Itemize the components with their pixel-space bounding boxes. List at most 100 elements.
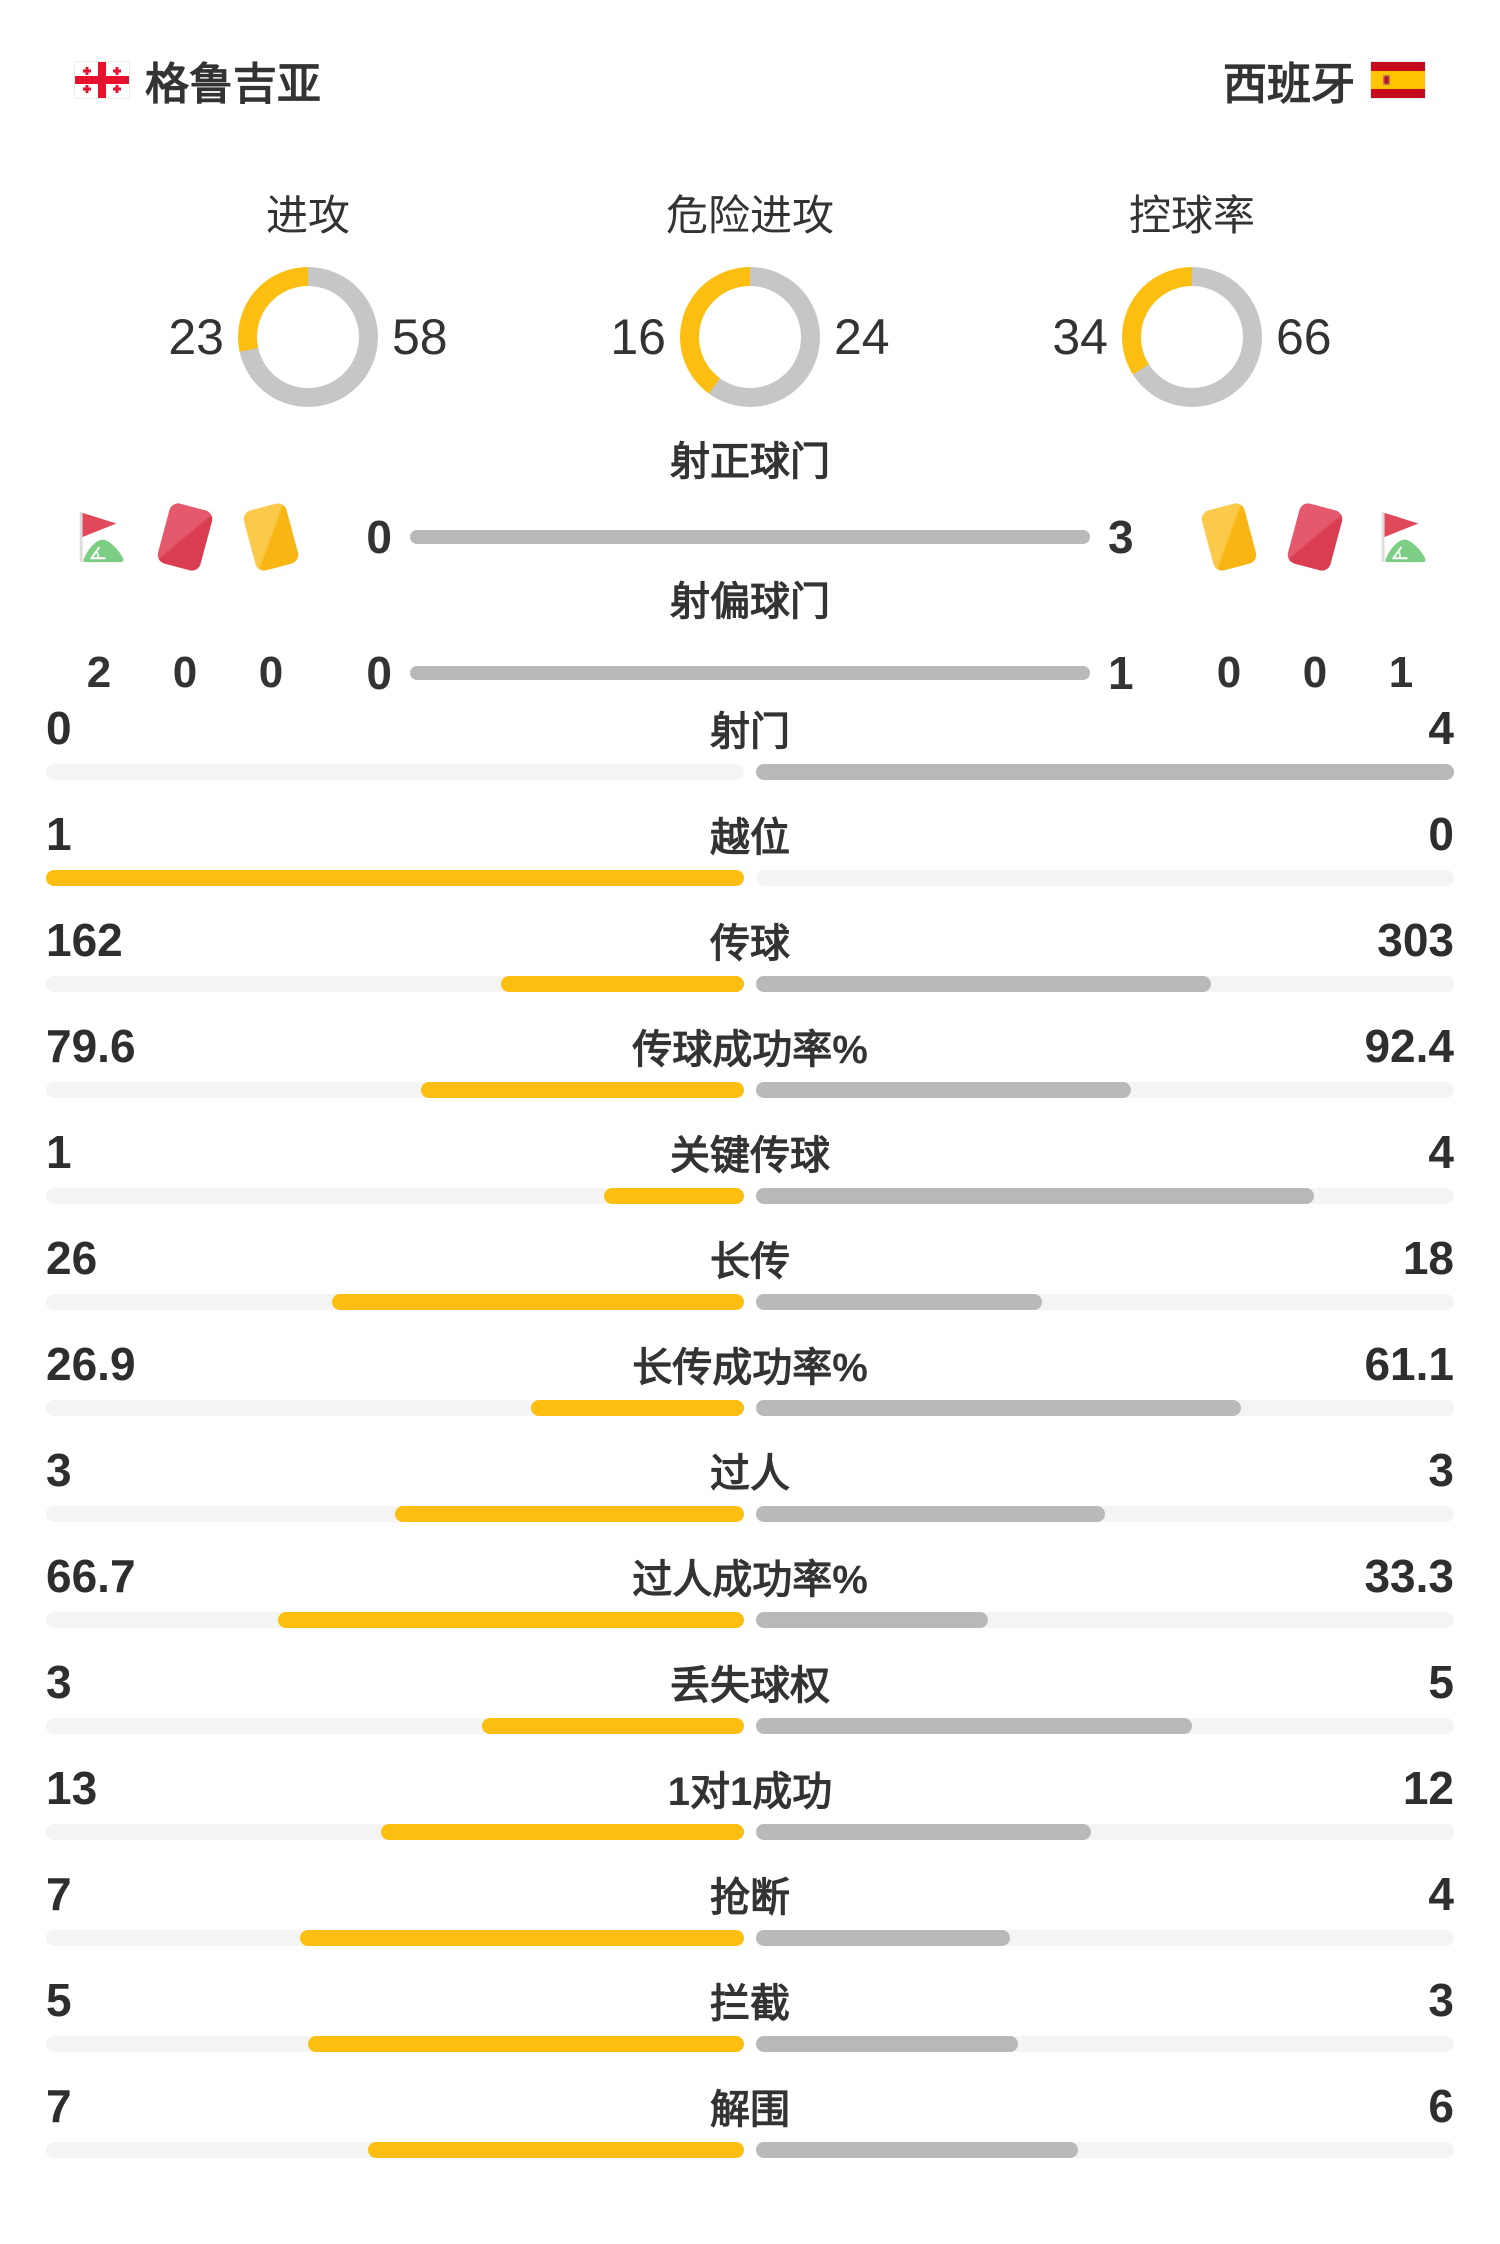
donut-home-value: 16: [610, 309, 666, 365]
stat-bar-home-track: [46, 1930, 744, 1946]
stat-home-value: 26: [46, 1232, 98, 1284]
stat-label: 射门: [710, 710, 790, 754]
stat-away-value: 12: [1402, 1762, 1454, 1814]
donut-ring-chart: [238, 267, 378, 407]
stat-bar-away-track: [756, 1188, 1454, 1204]
donut-away-value: 66: [1276, 309, 1332, 365]
stat-bar-home-track: [46, 2142, 744, 2158]
stat-bar-away-track: [756, 870, 1454, 886]
stat-bar-home-fill: [395, 1506, 744, 1522]
stat-bar-home-track: [46, 1612, 744, 1628]
stat-away-value: 3: [1428, 1444, 1454, 1496]
red-card-icon: [1285, 501, 1345, 573]
stat-bar-home-track: [46, 764, 744, 780]
stat-row: 7 抢断 4: [46, 1868, 1454, 1946]
stat-bar-away-track: [756, 1400, 1454, 1416]
donut-away-value: 24: [834, 309, 890, 365]
stat-row: 26 长传 18: [46, 1232, 1454, 1310]
stat-home-value: 13: [46, 1762, 98, 1814]
donut-ring-chart: [1122, 267, 1262, 407]
stat-bar-away-track: [756, 1612, 1454, 1628]
home-team: 格鲁吉亚: [75, 48, 321, 112]
stat-home-value: 0: [46, 702, 72, 754]
stat-bar-home-fill: [46, 870, 744, 886]
donut-away-value: 58: [392, 309, 448, 365]
stat-home-value: 66.7: [46, 1550, 136, 1602]
red-card-icon: [155, 501, 215, 573]
stat-away-value: 4: [1428, 702, 1454, 754]
stat-home-value: 1: [46, 1126, 72, 1178]
stat-away-value: 4: [1428, 1868, 1454, 1920]
stat-home-value: 5: [46, 1974, 72, 2026]
donut-title: 危险进攻: [665, 192, 834, 239]
stat-bar-away-track: [756, 1930, 1454, 1946]
stat-label: 传球: [710, 922, 790, 966]
stat-bar-away-track: [756, 1082, 1454, 1098]
stat-away-value: 303: [1377, 914, 1454, 966]
stat-home-value: 79.6: [46, 1020, 136, 1072]
yellow-card-icon: [241, 501, 301, 573]
stat-away-value: 61.1: [1364, 1338, 1454, 1390]
stat-bar-home-track: [46, 1400, 744, 1416]
stat-home-value: 162: [46, 914, 123, 966]
stat-bar-home-fill: [604, 1188, 744, 1204]
stat-bar-home-fill: [278, 1612, 744, 1628]
red-cards-home-count: 0: [172, 648, 198, 697]
stat-row: 0 射门 4: [46, 702, 1454, 780]
stat-bar-away-fill: [756, 1294, 1042, 1310]
stat-away-value: 6: [1428, 2080, 1454, 2132]
home-team-name: 格鲁吉亚: [145, 60, 321, 109]
shots-on-target-bar: [410, 530, 1090, 544]
stat-home-value: 3: [46, 1656, 72, 1708]
stat-row: 3 丢失球权 5: [46, 1656, 1454, 1734]
stat-bar-home-fill: [299, 1930, 744, 1946]
stat-away-value: 92.4: [1364, 1020, 1454, 1072]
georgia-flag-icon: [75, 62, 129, 98]
stat-bar-home-track: [46, 2036, 744, 2052]
stat-bar-home-track: [46, 1294, 744, 1310]
stat-bar-home-track: [46, 1188, 744, 1204]
stat-label: 过人成功率%: [632, 1558, 868, 1602]
discipline-counts-row: 2 0 0 0 1 0 0 1: [0, 644, 1500, 702]
stat-bar-away-track: [756, 2142, 1454, 2158]
shots-off-target-away-value: 1: [1108, 647, 1134, 699]
stat-bar-away-track: [756, 764, 1454, 780]
stat-bar-away-fill: [756, 2142, 1079, 2158]
stat-row: 79.6 传球成功率% 92.4: [46, 1020, 1454, 1098]
donut-home-value: 23: [168, 309, 224, 365]
stat-home-value: 1: [46, 808, 72, 860]
donut-ring-chart: [680, 267, 820, 407]
corner-flag-icon: [1381, 511, 1426, 563]
yellow-card-icon: [1199, 501, 1259, 573]
corner-flag-icon: [79, 511, 124, 563]
stat-away-value: 18: [1402, 1232, 1454, 1284]
stat-bar-away-track: [756, 1718, 1454, 1734]
stat-bar-away-fill: [756, 1718, 1193, 1734]
stat-label: 越位: [710, 816, 790, 860]
stat-row: 3 过人 3: [46, 1444, 1454, 1522]
stat-label: 拦截: [710, 1982, 790, 2026]
stat-label: 过人: [710, 1452, 790, 1496]
away-team-name: 西班牙: [1223, 60, 1355, 109]
stat-bar-away-track: [756, 976, 1454, 992]
stat-away-value: 5: [1428, 1656, 1454, 1708]
shots-section: 射正球门 0 3: [0, 436, 1500, 702]
donut-title: 进攻: [265, 192, 350, 239]
stat-bar-home-fill: [420, 1082, 744, 1098]
stat-label: 关键传球: [670, 1134, 830, 1178]
stat-bar-home-fill: [307, 2036, 744, 2052]
stat-label: 长传成功率%: [632, 1346, 868, 1390]
stat-bar-home-fill: [381, 1824, 744, 1840]
stat-label: 长传: [710, 1240, 790, 1284]
stat-bar-away-fill: [756, 1082, 1131, 1098]
shots-off-target-label: 射偏球门: [670, 580, 830, 624]
stat-home-value: 26.9: [46, 1338, 136, 1390]
stat-bar-home-track: [46, 1718, 744, 1734]
donut-title: 控球率: [1128, 192, 1255, 239]
spain-flag-icon: [1371, 62, 1425, 98]
corners-home-count: 2: [86, 648, 112, 697]
yellow-cards-away-count: 0: [1216, 648, 1242, 697]
red-cards-away-count: 0: [1302, 648, 1328, 697]
stat-bar-home-track: [46, 976, 744, 992]
